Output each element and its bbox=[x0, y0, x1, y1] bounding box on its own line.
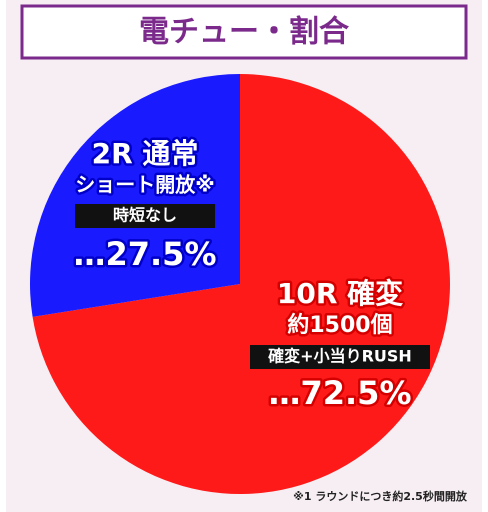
pie bbox=[29, 74, 450, 494]
detail-box bbox=[250, 345, 430, 369]
title-box bbox=[20, 4, 468, 60]
detail-box bbox=[75, 204, 215, 228]
pie-slice bbox=[29, 74, 240, 317]
value-label: …27.5% bbox=[73, 235, 216, 273]
slice-detail: 約1500個 bbox=[287, 312, 392, 338]
value-label: …72.5% bbox=[268, 374, 411, 412]
chart-title: 電チュー・割合 bbox=[139, 15, 349, 50]
slice-detail: 時短なし bbox=[113, 206, 177, 225]
slice-detail: ショート開放※ bbox=[75, 173, 214, 197]
pie-slice bbox=[32, 74, 450, 494]
slice-name: 2R 通常 bbox=[92, 137, 199, 170]
slice-name: 10R 確変 bbox=[277, 277, 403, 310]
footnote: ※1 ラウンドにつき約2.5秒間開放 bbox=[293, 489, 468, 503]
slice-detail: 確変+小当りRUSH bbox=[268, 347, 412, 366]
